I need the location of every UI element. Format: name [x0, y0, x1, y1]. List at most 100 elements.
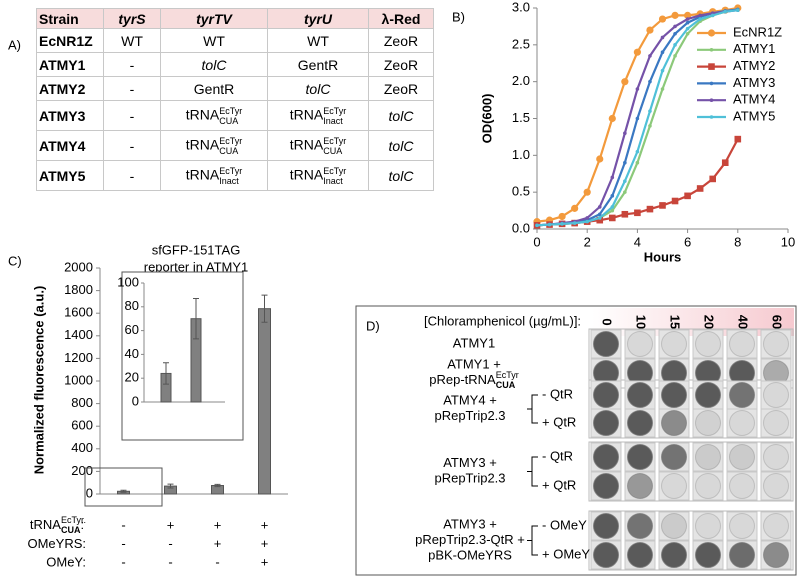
cell-text: ZeoR [383, 32, 419, 49]
cell-text: ATMY3 [39, 107, 86, 124]
plate-group-box [588, 379, 794, 439]
point [621, 78, 629, 86]
colony-spot [627, 542, 653, 568]
point [585, 216, 589, 220]
plate-cell [726, 329, 758, 359]
colony-spot [627, 331, 653, 357]
strain-label: pBK-OMeYRS [428, 547, 512, 562]
header-cell: tyrS [103, 8, 161, 29]
point [646, 26, 654, 34]
concentration-label: 10 [634, 315, 649, 329]
point [723, 9, 728, 14]
point [673, 54, 677, 58]
point [646, 205, 654, 213]
y-tick-label: 2.0 [512, 73, 530, 88]
cell-text: WT [307, 32, 329, 49]
colony-spot [695, 331, 721, 357]
plate-cell [692, 511, 724, 541]
cell-sub: CUA [323, 145, 343, 156]
condition-label: OMeYRS: [27, 536, 86, 551]
table-cell: WT [103, 28, 161, 53]
cell-supsub: EcTyr CUA [219, 106, 242, 126]
point [673, 24, 677, 29]
strain-label: ATMY1 [453, 335, 495, 350]
inset-y-tick-label: 60 [125, 322, 139, 337]
concentration-label: 40 [736, 315, 751, 329]
panel-d-frame [355, 305, 797, 576]
colony-spot [661, 473, 687, 499]
point [560, 222, 564, 226]
point [633, 48, 642, 56]
plate-cell [692, 442, 724, 472]
point [635, 116, 640, 121]
y-tick-label: 400 [71, 440, 93, 455]
concentration-label: 60 [770, 315, 785, 329]
cell-text: tolC [388, 137, 414, 154]
condition-bracket [527, 525, 538, 556]
plate-cell [692, 408, 724, 438]
table-row: ATMY4- tRNA EcTyr CUA tRNA EcTyr CUA tolC [36, 130, 434, 161]
cell-text: - [129, 167, 135, 184]
legend-label: ATMY5 [733, 108, 775, 123]
table-cell: ATMY5 [36, 160, 104, 191]
y-axis-label: Normalized fluorescence (a.u.) [31, 286, 46, 475]
point [660, 35, 665, 40]
point [621, 210, 629, 218]
cell-text: - [129, 137, 135, 154]
y-tick-label: 1200 [64, 350, 93, 365]
header-cell: λ-Red [368, 8, 434, 29]
colony-spot [593, 473, 619, 499]
y-tick-label: 800 [71, 395, 93, 410]
cell-sub: Inact [323, 175, 343, 186]
table-row: ATMY3- tRNA EcTyr CUA tRNA EcTyr Inact tolC [36, 100, 434, 131]
colony-spot [763, 513, 789, 539]
table-cell: - [103, 76, 161, 101]
point [671, 11, 679, 19]
table-cell: tolC [368, 160, 434, 191]
x-tick-label: 0 [533, 234, 540, 249]
condition-sign: - [121, 517, 125, 532]
point [696, 185, 704, 192]
point [721, 159, 729, 166]
cell-text: GentR [193, 80, 235, 97]
colony-spot [729, 542, 755, 568]
panel-label: B) [452, 9, 465, 24]
cell-text: tolC [201, 56, 227, 73]
strain-label: pRepTrip2.3-QtR + [415, 532, 525, 547]
point [709, 175, 716, 183]
point [698, 13, 702, 18]
colony-spot [729, 473, 755, 499]
table-cell: tRNA EcTyr Inact [267, 160, 369, 191]
table-cell: tRNA EcTyr CUA [160, 100, 268, 131]
condition-sign: - [215, 554, 219, 569]
y-tick-label: 0.5 [512, 184, 530, 199]
point [608, 114, 616, 123]
table-cell: tRNA EcTyr Inact [267, 100, 369, 131]
header-cell: tyrTV [160, 8, 268, 29]
plate-cell [726, 471, 758, 501]
point [610, 194, 615, 198]
colony-spot [695, 444, 721, 470]
y-tick-label: 1000 [64, 372, 93, 387]
point [585, 219, 589, 224]
cell-supsub: EcTyr Inact [323, 166, 346, 186]
table-cell: GentR [267, 52, 369, 77]
cell-sup: EcTyr [219, 105, 243, 116]
cell-text: - [129, 56, 135, 73]
colony-spot [593, 382, 619, 408]
cell-sup: EcTyr [219, 135, 243, 146]
table-cell: - [103, 100, 161, 131]
table-cell: ZeoR [368, 52, 434, 77]
condition-label-suffix: : [80, 517, 84, 532]
condition-label-base: tRNA [30, 517, 61, 532]
colony-spot [627, 444, 653, 470]
plate-group-box [588, 328, 794, 389]
colony-spot [661, 331, 687, 357]
point [648, 109, 652, 113]
point [698, 17, 702, 21]
strain-table: Strain tyrS tyrTV tyrU λ-Red EcNR1Z WT WT WT ZeoR… [36, 8, 434, 191]
inset-y-tick-label: 40 [125, 346, 139, 361]
point [648, 124, 652, 128]
cell-sup: EcTyr [219, 165, 243, 176]
cell-sub: CUA [219, 145, 239, 156]
